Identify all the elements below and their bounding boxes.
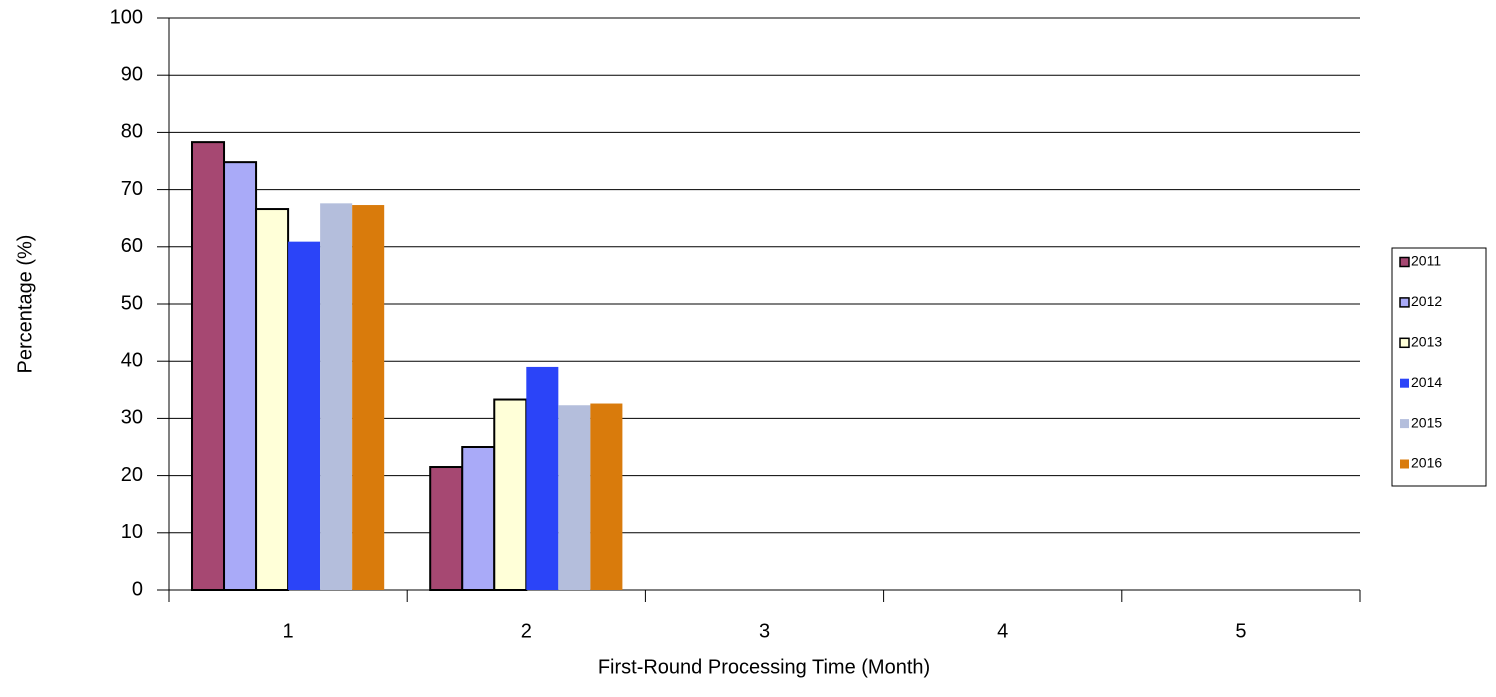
bar — [461, 446, 496, 591]
legend-label: 2013 — [1411, 334, 1442, 350]
y-tick-label: 100 — [110, 6, 143, 28]
legend-swatch — [1399, 297, 1410, 308]
x-tick-label: 5 — [1235, 620, 1246, 642]
y-tick-label: 20 — [121, 464, 143, 486]
bar — [320, 203, 353, 590]
y-tick-label: 10 — [121, 521, 143, 543]
legend-label: 2012 — [1411, 293, 1442, 309]
legend-swatch — [1399, 256, 1410, 268]
legend-label: 2015 — [1411, 414, 1442, 430]
x-tick-label: 2 — [521, 620, 532, 642]
legend-swatch — [1400, 459, 1409, 469]
bar — [493, 398, 528, 591]
legend-swatch — [1400, 419, 1409, 429]
y-tick-label: 30 — [121, 407, 143, 429]
legend-box — [1391, 247, 1487, 487]
bar — [288, 241, 321, 591]
bar — [255, 208, 290, 591]
y-axis-title: Percentage (%) — [14, 235, 36, 374]
y-tick-label: 80 — [121, 121, 143, 143]
legend-label: 2016 — [1411, 455, 1442, 471]
legend-label: 2011 — [1411, 253, 1441, 269]
legend-label: 2014 — [1411, 374, 1442, 390]
bar — [191, 141, 226, 591]
legend-swatch — [1399, 337, 1410, 349]
bar — [352, 205, 385, 590]
bar — [429, 466, 464, 591]
y-tick-label: 70 — [121, 178, 143, 200]
x-tick-label: 1 — [283, 620, 294, 642]
bar — [526, 366, 559, 590]
y-tick-label: 90 — [121, 63, 143, 85]
y-tick-label: 0 — [132, 578, 143, 600]
y-tick-label: 50 — [121, 292, 143, 314]
x-tick-label: 3 — [759, 620, 770, 642]
bar — [590, 403, 623, 590]
x-axis-title: First-Round Processing Time (Month) — [598, 656, 930, 678]
bar — [558, 405, 591, 590]
y-tick-label: 60 — [121, 235, 143, 257]
y-tick-label: 40 — [121, 349, 143, 371]
legend-swatch — [1400, 378, 1409, 388]
x-tick-label: 4 — [997, 620, 1008, 642]
bar — [223, 161, 258, 591]
